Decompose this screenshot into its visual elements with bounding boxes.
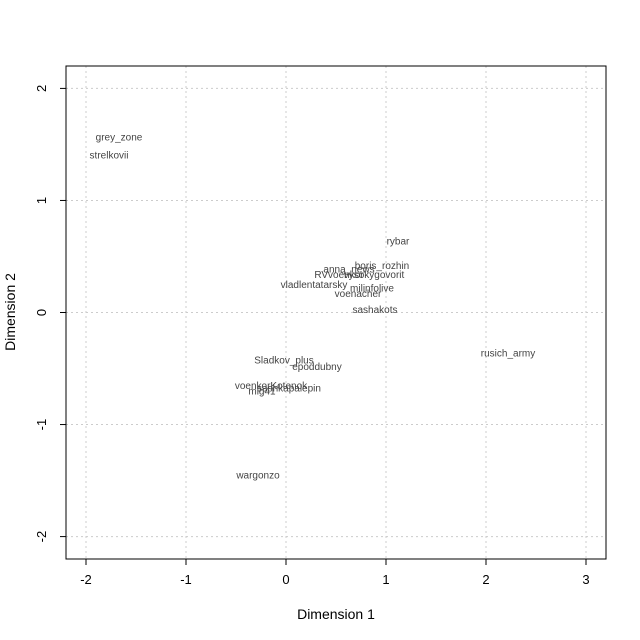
- x-tick-label: 3: [582, 572, 589, 587]
- point-label: strelkovii: [90, 150, 129, 161]
- axis-layer: -2 -1 0 1 2 3 -2 -1 0 1 2: [34, 85, 590, 587]
- x-tick-label: -1: [180, 572, 192, 587]
- x-tick-label: 2: [482, 572, 489, 587]
- point-label: sashakots: [352, 305, 397, 316]
- x-tick-label: 0: [282, 572, 289, 587]
- point-label: boris_rozhin: [355, 261, 409, 272]
- y-axis-title: Dimension 2: [2, 273, 18, 351]
- y-tick-label: -2: [34, 531, 49, 543]
- point-label: voenkorKotenok: [235, 381, 308, 392]
- y-tick-label: 2: [34, 85, 49, 92]
- point-label: milinfolive: [350, 284, 394, 295]
- point-label: voenacher: [335, 289, 382, 300]
- y-tick-label: 0: [34, 309, 49, 316]
- point-label: wargonzo: [235, 471, 280, 482]
- y-tick-label: 1: [34, 197, 49, 204]
- point-label: rybar: [387, 237, 410, 248]
- point-label: grey_zone: [96, 132, 143, 143]
- x-axis-title: Dimension 1: [297, 606, 375, 622]
- point-label: anna_news: [323, 265, 374, 276]
- x-tick-label: 1: [382, 572, 389, 587]
- point-label: vladlentatarsky: [281, 280, 348, 291]
- point-label: epoddubny: [292, 362, 342, 373]
- point-label: sashkapalepin: [257, 383, 321, 394]
- grid-layer: [66, 66, 606, 559]
- point-label: rusich_army: [481, 349, 535, 360]
- point-label: mig41: [248, 387, 276, 398]
- x-tick-label: -2: [80, 572, 92, 587]
- point-label: Sladkov_plus: [254, 355, 313, 366]
- point-label: RVvoenkor: [314, 270, 364, 281]
- point-label: vysokygovorit: [344, 270, 405, 281]
- point-label-layer: grey_zone strelkovii rybar boris_rozhinanna…: [90, 132, 536, 481]
- y-tick-label: -1: [34, 419, 49, 431]
